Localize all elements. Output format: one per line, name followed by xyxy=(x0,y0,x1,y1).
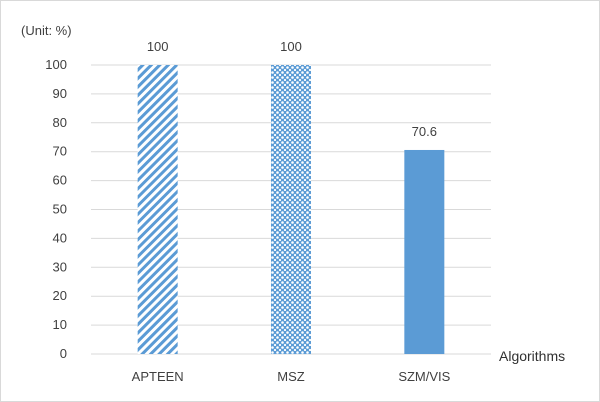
bar-szm-vis xyxy=(404,149,445,354)
y-tick-label: 50 xyxy=(53,202,67,217)
unit-label: (Unit: %) xyxy=(21,23,72,38)
y-tick-label: 70 xyxy=(53,144,67,159)
data-label: 100 xyxy=(280,39,302,54)
y-tick-label: 90 xyxy=(53,86,67,101)
bar-apteen xyxy=(137,65,178,354)
y-tick-label: 10 xyxy=(53,317,67,332)
data-label: 100 xyxy=(147,39,169,54)
x-axis: APTEEN MSZ SZM/VIS xyxy=(132,369,451,384)
x-axis-title: Algorithms xyxy=(499,348,565,364)
x-tick-label: MSZ xyxy=(277,369,305,384)
y-tick-label: 30 xyxy=(53,259,67,274)
data-labels: 100 100 70.6 xyxy=(147,39,437,139)
y-tick-label: 40 xyxy=(53,230,67,245)
y-tick-label: 100 xyxy=(45,57,67,72)
y-tick-label: 80 xyxy=(53,115,67,130)
y-tick-label: 20 xyxy=(53,288,67,303)
x-tick-label: SZM/VIS xyxy=(398,369,450,384)
x-tick-label: APTEEN xyxy=(132,369,184,384)
bar-msz xyxy=(271,65,311,354)
y-tick-label: 60 xyxy=(53,173,67,188)
data-label: 70.6 xyxy=(412,124,437,139)
y-axis: 0 10 20 30 40 50 60 70 80 90 100 xyxy=(45,57,67,361)
y-tick-label: 0 xyxy=(60,346,67,361)
bars xyxy=(137,65,445,354)
